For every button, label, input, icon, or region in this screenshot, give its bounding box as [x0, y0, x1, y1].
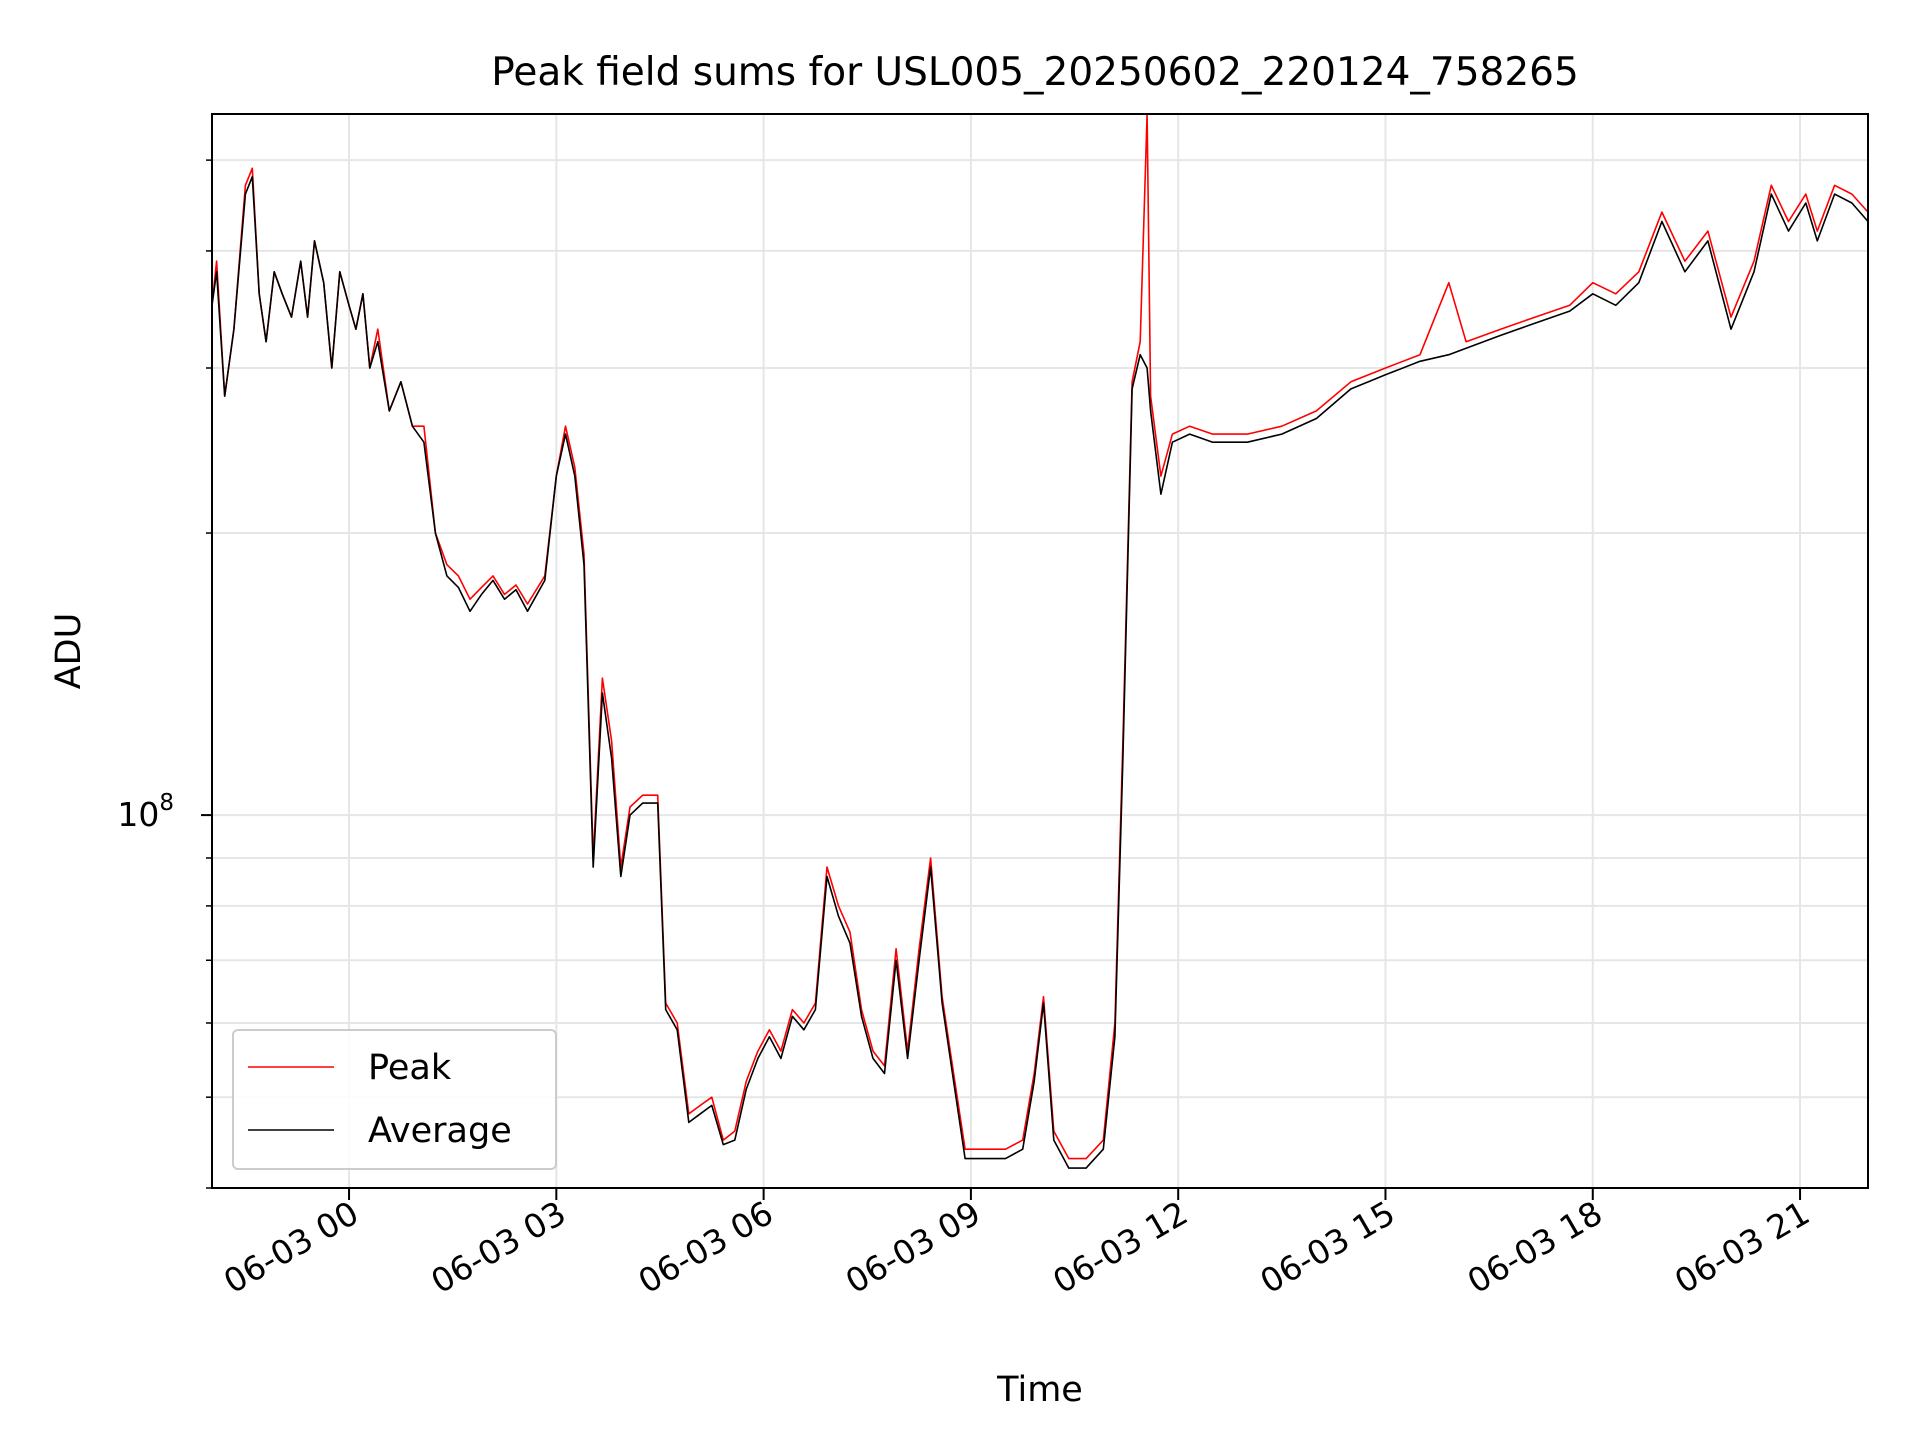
- series-layer: [211, 113, 1869, 1169]
- legend-box: [232, 1029, 557, 1170]
- chart-title: Peak field sums for USL005_20250602_2201…: [491, 50, 1579, 95]
- y-tick-label: 108: [117, 790, 174, 834]
- legend: Peak Average: [232, 1029, 557, 1170]
- legend-average-label: Average: [368, 1111, 512, 1151]
- x-axis-label: Time: [996, 1370, 1083, 1410]
- y-axis-label: ADU: [49, 613, 89, 690]
- series-line-average: [211, 175, 1869, 1169]
- plot-frame: [211, 113, 1869, 1189]
- legend-peak-label: Peak: [368, 1048, 452, 1088]
